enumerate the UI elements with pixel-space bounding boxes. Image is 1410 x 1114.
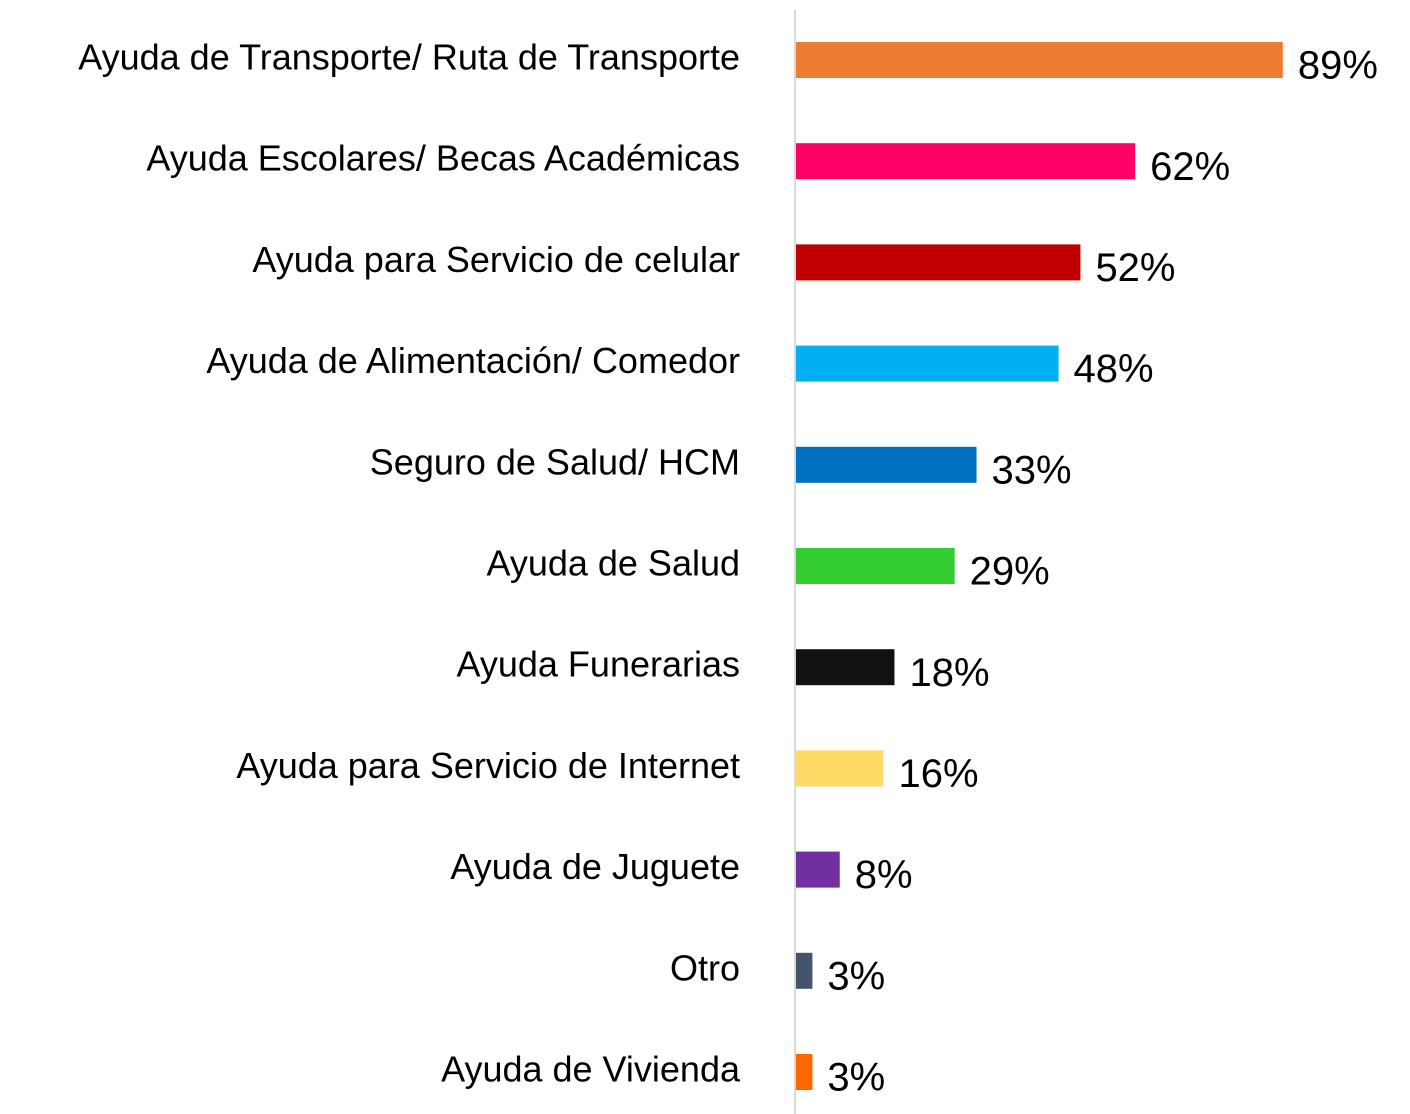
bar [796, 1054, 813, 1090]
category-label: Ayuda Funerarias [457, 644, 741, 685]
bar [796, 952, 813, 989]
bar [796, 345, 1059, 382]
data-label: 52% [1095, 246, 1175, 290]
data-label: 16% [899, 752, 979, 796]
category-label: Ayuda de Salud [486, 543, 740, 584]
data-label: 3% [827, 1056, 885, 1100]
category-label: Ayuda para Servicio de Internet [236, 745, 740, 786]
category-label: Ayuda de Alimentación/ Comedor [206, 340, 740, 381]
data-label: 33% [992, 448, 1072, 492]
category-label: Ayuda de Vivienda [441, 1049, 741, 1090]
bar [796, 446, 977, 483]
data-label: 89% [1298, 44, 1378, 88]
data-label: 62% [1150, 145, 1230, 189]
bar [796, 42, 1283, 78]
category-label: Seguro de Salud/ HCM [370, 441, 740, 482]
data-label: 29% [970, 550, 1050, 594]
category-label: Ayuda de Transporte/ Ruta de Transporte [78, 37, 740, 78]
bar [796, 244, 1081, 281]
data-label: 3% [827, 954, 885, 998]
category-label: Otro [670, 947, 740, 988]
category-label: Ayuda para Servicio de celular [252, 239, 740, 280]
bar [796, 851, 840, 888]
bar [796, 649, 895, 686]
data-label: 48% [1074, 347, 1154, 391]
bar [796, 750, 884, 787]
bar [796, 143, 1136, 180]
data-label: 8% [855, 853, 913, 897]
category-label: Ayuda de Juguete [450, 846, 740, 887]
bar [796, 548, 955, 584]
data-label: 18% [909, 651, 989, 695]
category-label: Ayuda Escolares/ Becas Académicas [146, 138, 740, 179]
